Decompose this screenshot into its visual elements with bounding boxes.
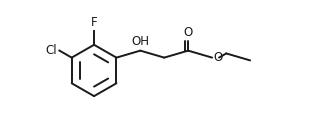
Text: F: F [91, 16, 97, 29]
Text: OH: OH [131, 35, 149, 48]
Text: Cl: Cl [46, 44, 57, 57]
Text: O: O [184, 26, 193, 39]
Text: O: O [213, 51, 222, 64]
